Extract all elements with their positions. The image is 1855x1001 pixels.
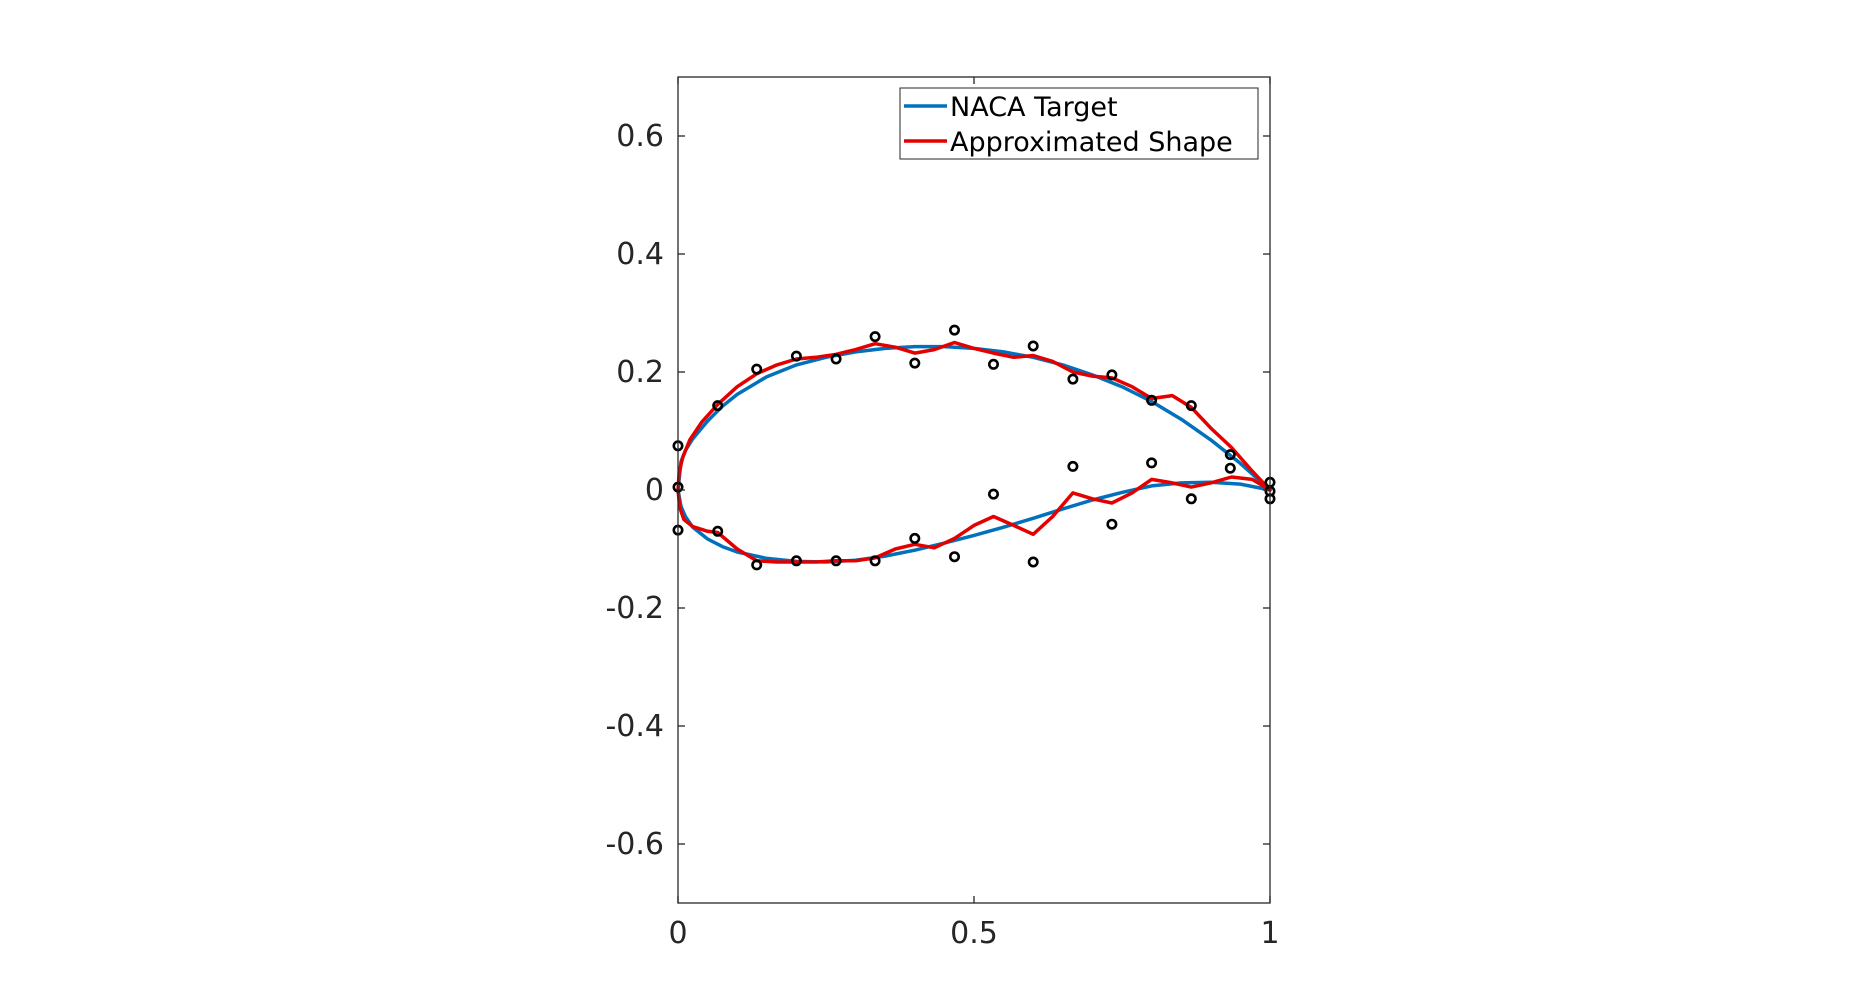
y-tick-label: 0.2: [616, 355, 664, 390]
sample-point-marker: [948, 324, 960, 336]
legend-label-naca-target: NACA Target: [950, 92, 1118, 123]
sample-point-marker: [830, 555, 842, 567]
sample-point-marker: [869, 331, 881, 343]
sample-point-marker: [909, 357, 921, 369]
sample-point-marker: [987, 488, 999, 500]
sample-point-marker: [751, 559, 763, 571]
tick-layer: 0 0.5 1 0.6 0.4 0.2 0 -0.2 -0.4 -0.6: [605, 77, 1280, 951]
y-tick-label: 0.4: [616, 237, 664, 272]
y-tick-label: -0.4: [605, 709, 664, 744]
sample-point-marker: [1106, 518, 1118, 530]
sample-point-marker: [751, 363, 763, 375]
sample-point-marker: [1027, 556, 1039, 568]
sample-point-marker: [712, 400, 724, 412]
legend: NACA Target Approximated Shape: [899, 87, 1259, 160]
plot-area: [678, 77, 1270, 903]
y-tick-label: -0.6: [605, 827, 664, 862]
sample-point-marker: [790, 555, 802, 567]
sample-point-marker: [1067, 373, 1079, 385]
x-tick-label: 0.5: [950, 916, 998, 951]
sample-point-marker: [1185, 493, 1197, 505]
y-tick-label: 0.6: [616, 119, 664, 154]
sample-point-marker: [1027, 340, 1039, 352]
x-tick-label: 0: [668, 916, 687, 951]
sample-point-marker: [712, 525, 724, 537]
sample-point-marker: [1224, 462, 1236, 474]
y-tick-label: -0.2: [605, 591, 664, 626]
sample-point-marker: [909, 532, 921, 544]
sample-point-marker: [1146, 457, 1158, 469]
y-tick-label: 0: [645, 473, 664, 508]
x-tick-label: 1: [1260, 916, 1279, 951]
sample-point-marker: [1067, 460, 1079, 472]
sample-point-marker: [790, 350, 802, 362]
sample-point-marker: [1146, 394, 1158, 406]
legend-box: [899, 87, 1259, 160]
sample-point-marker: [1224, 449, 1236, 461]
sample-point-marker: [1106, 369, 1118, 381]
sample-point-marker: [830, 353, 842, 365]
sample-point-marker: [869, 555, 881, 567]
sample-point-marker: [987, 358, 999, 370]
legend-label-approximated-shape: Approximated Shape: [950, 127, 1233, 158]
sample-point-marker: [1185, 400, 1197, 412]
sample-point-marker: [948, 551, 960, 563]
